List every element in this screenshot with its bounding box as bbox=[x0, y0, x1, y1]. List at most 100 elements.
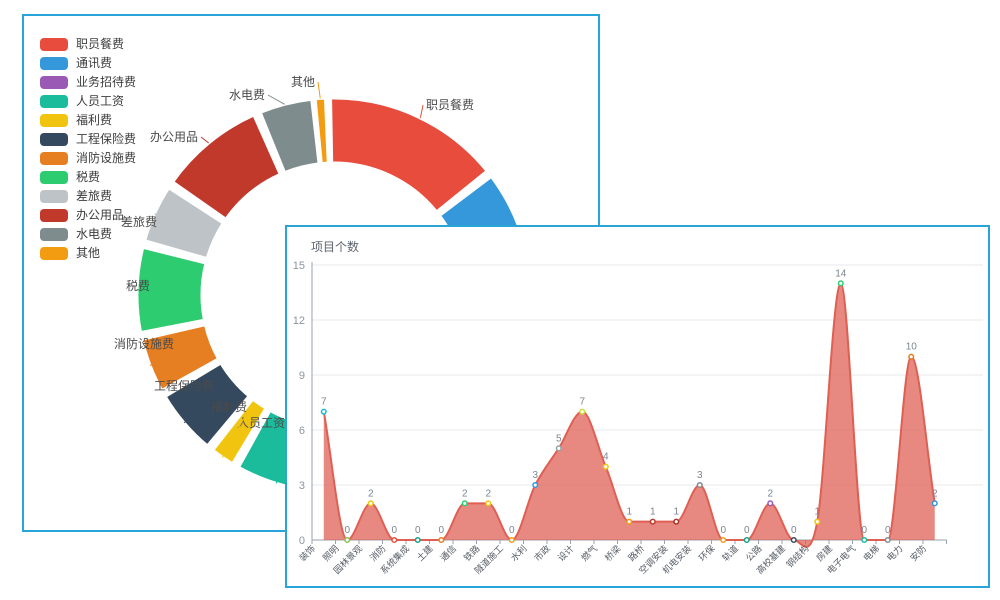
legend-label: 通讯费 bbox=[76, 56, 113, 70]
pie-label: 办公用品 bbox=[150, 129, 198, 144]
y-axis-label: 0 bbox=[299, 535, 305, 547]
data-point[interactable] bbox=[673, 518, 680, 525]
pie-segment[interactable] bbox=[329, 96, 489, 214]
data-point[interactable] bbox=[696, 481, 703, 489]
x-axis-label: 水利 bbox=[508, 543, 529, 564]
legend-swatch bbox=[40, 95, 68, 108]
data-point-label: 1 bbox=[814, 507, 820, 518]
legend-item[interactable]: 职员餐费 bbox=[40, 38, 136, 51]
x-axis-label: 铁路 bbox=[461, 543, 482, 564]
data-point[interactable] bbox=[861, 536, 868, 544]
data-point[interactable] bbox=[320, 408, 327, 415]
x-axis-label: 设计 bbox=[555, 543, 576, 564]
data-point-label: 1 bbox=[673, 507, 679, 518]
legend-swatch bbox=[40, 247, 68, 260]
data-point[interactable] bbox=[602, 463, 609, 470]
legend-label: 水电费 bbox=[76, 227, 113, 241]
data-point-label: 1 bbox=[650, 507, 656, 518]
data-point[interactable] bbox=[344, 536, 351, 544]
data-point[interactable] bbox=[367, 500, 374, 507]
data-point-label: 10 bbox=[906, 342, 918, 353]
data-point[interactable] bbox=[814, 518, 821, 525]
data-point[interactable] bbox=[720, 536, 727, 544]
legend-swatch bbox=[40, 171, 68, 184]
data-point-label: 14 bbox=[835, 268, 847, 279]
data-point-label: 2 bbox=[368, 488, 374, 499]
pie-label-line bbox=[419, 104, 424, 119]
legend-item[interactable]: 福利费 bbox=[40, 114, 136, 127]
data-point[interactable] bbox=[767, 500, 774, 507]
data-point-label: 0 bbox=[391, 525, 397, 536]
x-axis-label: 电梯 bbox=[861, 543, 882, 564]
legend-item[interactable]: 业务招待费 bbox=[40, 76, 136, 89]
x-axis-label: 通信 bbox=[438, 543, 459, 564]
data-point-label: 7 bbox=[321, 397, 327, 408]
legend-item[interactable]: 办公用品 bbox=[40, 209, 136, 222]
data-point-label: 4 bbox=[603, 452, 609, 463]
pie-label: 消防设施费 bbox=[114, 336, 174, 351]
data-point[interactable] bbox=[837, 280, 844, 287]
legend-item[interactable]: 其他 bbox=[40, 247, 136, 260]
data-point[interactable] bbox=[931, 500, 938, 507]
data-point[interactable] bbox=[555, 445, 562, 452]
legend-item[interactable]: 税费 bbox=[40, 171, 136, 184]
legend-item[interactable]: 人员工资 bbox=[40, 95, 136, 108]
data-point[interactable] bbox=[743, 536, 750, 544]
data-point-label: 0 bbox=[509, 525, 515, 536]
legend-label: 其他 bbox=[76, 246, 101, 260]
data-point-label: 0 bbox=[438, 525, 444, 536]
data-point[interactable] bbox=[626, 518, 633, 525]
pie-segment[interactable] bbox=[211, 397, 268, 466]
data-point[interactable] bbox=[461, 500, 468, 507]
data-point[interactable] bbox=[438, 536, 445, 544]
legend-label: 消防设施费 bbox=[76, 151, 137, 165]
x-axis-label: 燃气 bbox=[579, 543, 600, 564]
data-point[interactable] bbox=[908, 353, 915, 360]
pie-segment[interactable] bbox=[140, 323, 221, 393]
data-point-label: 1 bbox=[626, 507, 632, 518]
legend-item[interactable]: 水电费 bbox=[40, 228, 136, 241]
pie-segment[interactable] bbox=[143, 186, 225, 261]
legend-label: 税费 bbox=[76, 170, 101, 184]
data-point-label: 0 bbox=[744, 525, 750, 536]
y-axis-label: 12 bbox=[293, 315, 305, 327]
pie-segment[interactable] bbox=[171, 113, 282, 221]
data-point[interactable] bbox=[391, 536, 398, 544]
pie-segment[interactable] bbox=[258, 97, 321, 175]
y-axis-label: 6 bbox=[299, 425, 305, 437]
legend-item[interactable]: 通讯费 bbox=[40, 57, 136, 70]
pie-label: 职员餐费 bbox=[426, 97, 474, 112]
data-point[interactable] bbox=[485, 500, 492, 507]
data-point-label: 5 bbox=[556, 433, 562, 444]
y-axis-label: 9 bbox=[299, 370, 305, 382]
data-point[interactable] bbox=[532, 481, 539, 489]
data-point[interactable] bbox=[884, 536, 891, 544]
data-point[interactable] bbox=[790, 536, 797, 544]
legend-item[interactable]: 工程保险费 bbox=[40, 133, 136, 146]
pie-label: 工程保险费 bbox=[154, 378, 214, 393]
data-point[interactable] bbox=[414, 536, 421, 544]
data-point[interactable] bbox=[649, 518, 656, 525]
pie-segment[interactable] bbox=[135, 245, 208, 335]
legend-label: 工程保险费 bbox=[76, 132, 137, 146]
legend-item[interactable]: 差旅费 bbox=[40, 190, 136, 203]
y-axis-label: 3 bbox=[299, 480, 305, 492]
area-chart[interactable]: 036912157装饰0照明2园林景观0消防0系统集成0土建2通信2铁路0隧道施… bbox=[287, 227, 988, 586]
pie-label-line bbox=[154, 213, 161, 223]
x-axis-label: 轨道 bbox=[720, 543, 741, 564]
x-axis-label: 路桥 bbox=[626, 543, 647, 564]
chart-title: 项目个数 bbox=[311, 240, 360, 254]
pie-segment[interactable] bbox=[163, 361, 251, 448]
data-point[interactable] bbox=[579, 408, 586, 415]
legend-item[interactable]: 消防设施费 bbox=[40, 152, 136, 165]
data-point-label: 0 bbox=[344, 525, 350, 536]
legend-swatch bbox=[40, 190, 68, 203]
data-point-label: 2 bbox=[767, 488, 773, 499]
legend-swatch bbox=[40, 76, 68, 89]
data-point[interactable] bbox=[508, 536, 515, 544]
pie-label: 福利费 bbox=[211, 399, 247, 414]
pie-segment[interactable] bbox=[313, 96, 330, 166]
data-point-label: 3 bbox=[697, 470, 703, 481]
data-point-label: 3 bbox=[532, 470, 538, 481]
legend-swatch bbox=[40, 38, 68, 51]
